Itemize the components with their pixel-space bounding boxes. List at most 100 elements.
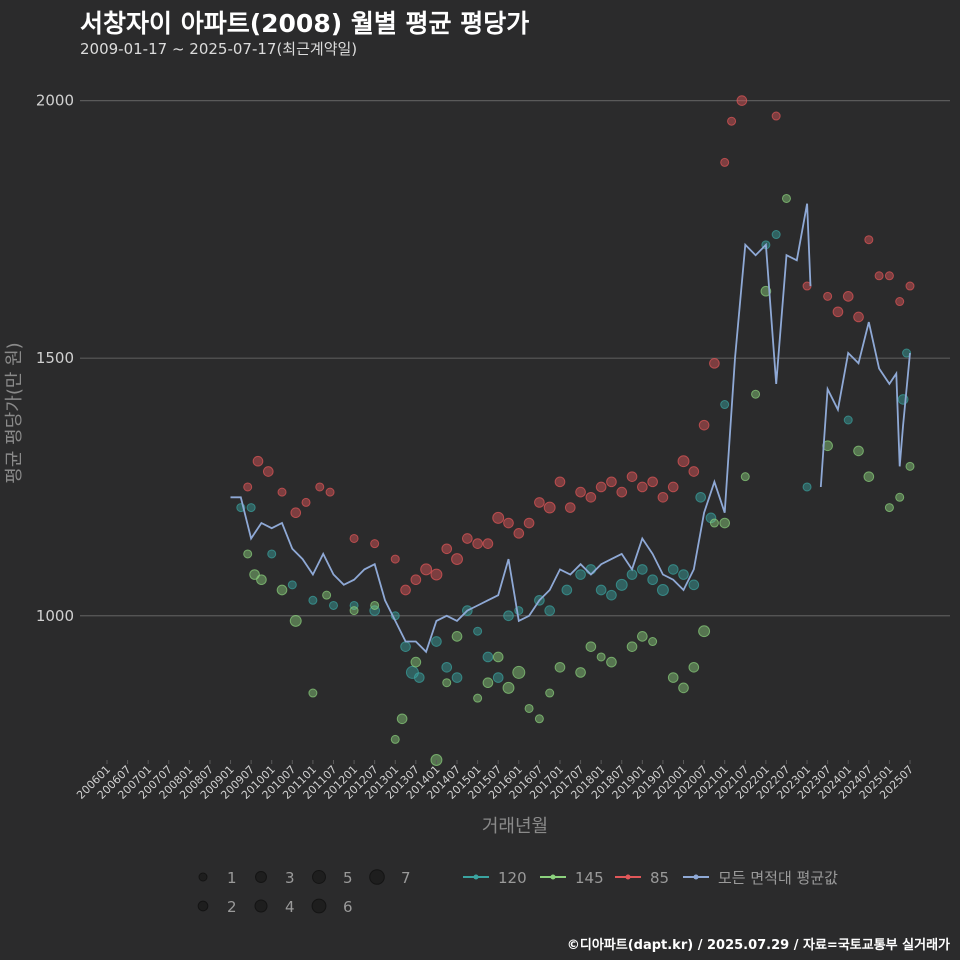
scatter-point xyxy=(370,539,380,549)
scatter-point xyxy=(315,482,325,492)
scatter-point xyxy=(349,606,359,616)
scatter-point xyxy=(410,656,422,668)
size-legend-symbol xyxy=(312,870,326,884)
scatter-point xyxy=(267,549,277,559)
scatter-point xyxy=(322,590,332,600)
avg-line xyxy=(230,203,812,654)
scatter-point xyxy=(246,503,256,513)
scatter-point xyxy=(606,589,617,601)
scatter-point xyxy=(308,688,318,698)
scatter-point xyxy=(390,734,400,744)
scatter-point xyxy=(431,636,442,647)
scatter-point xyxy=(677,455,690,468)
scatter-point xyxy=(842,291,854,302)
scatter-point xyxy=(472,538,483,549)
scatter-point xyxy=(451,672,463,683)
legend-dot-avg xyxy=(693,874,699,880)
scatter-point xyxy=(895,297,905,307)
scatter-point xyxy=(740,472,750,482)
legend-dot-s145 xyxy=(550,874,556,880)
scatter-point xyxy=(561,584,573,596)
size-legend-symbol xyxy=(369,869,385,885)
series-85 xyxy=(243,95,915,596)
scatter-point xyxy=(369,605,380,616)
scatter-point xyxy=(276,584,288,596)
scatter-point xyxy=(554,476,566,488)
scatter-point xyxy=(400,641,411,652)
scatter-point xyxy=(289,614,302,627)
series-layer xyxy=(236,95,915,766)
scatter-point xyxy=(420,563,433,576)
y-tick-label: 1500 xyxy=(36,349,74,367)
scatter-point xyxy=(647,574,658,586)
scatter-point xyxy=(585,491,597,503)
scatter-point xyxy=(543,501,556,514)
scatter-point xyxy=(554,661,566,673)
scatter-point xyxy=(736,95,748,106)
scatter-point xyxy=(596,652,606,662)
scatter-point xyxy=(441,543,453,555)
size-legend-symbol xyxy=(254,899,268,913)
scatter-point xyxy=(771,111,781,121)
scatter-point xyxy=(905,281,915,291)
scatter-point xyxy=(637,564,648,575)
scatter-point xyxy=(648,637,658,647)
scatter-point xyxy=(482,677,494,689)
size-legend-symbol xyxy=(311,898,327,914)
legend-dot-s120 xyxy=(473,874,479,880)
avg-line-layer xyxy=(230,203,911,654)
scatter-point xyxy=(688,579,700,591)
scatter-point xyxy=(657,491,669,503)
size-legend-symbol xyxy=(197,900,209,912)
scatter-point xyxy=(720,400,730,410)
scatter-point xyxy=(544,605,556,616)
scatter-point xyxy=(575,486,586,498)
scatter-point xyxy=(523,517,535,529)
scatter-point xyxy=(442,678,452,688)
size-legend-label: 6 xyxy=(343,898,353,916)
scatter-point xyxy=(492,511,505,524)
x-axis-label: 거래년월 xyxy=(482,816,548,837)
scatter-point xyxy=(430,568,443,581)
size-legend-symbol xyxy=(255,871,267,883)
scatter-point xyxy=(492,651,504,663)
scatter-point xyxy=(626,471,638,482)
scatter-point xyxy=(709,518,719,528)
scatter-point xyxy=(688,661,700,673)
scatter-point xyxy=(256,574,267,586)
scatter-point xyxy=(243,549,253,559)
scatter-point xyxy=(503,610,514,622)
scatter-point xyxy=(308,595,318,605)
scatter-point xyxy=(503,517,514,529)
scatter-point xyxy=(719,517,731,529)
size-legend-label: 2 xyxy=(227,898,237,916)
scatter-point xyxy=(534,497,545,508)
scatter-point xyxy=(482,538,494,549)
legend-label-s120: 120 xyxy=(498,869,527,887)
scatter-point xyxy=(301,497,311,507)
scatter-point xyxy=(853,445,864,457)
series-120 xyxy=(236,230,912,683)
scatter-point xyxy=(626,641,638,652)
scatter-point xyxy=(325,487,335,497)
scatter-point xyxy=(616,486,628,498)
legend-label-s85: 85 xyxy=(650,869,669,887)
y-tick-label: 2000 xyxy=(36,92,74,110)
series-145 xyxy=(243,193,915,766)
scatter-point xyxy=(864,235,874,245)
scatter-point xyxy=(698,419,710,431)
scatter-point xyxy=(243,482,253,492)
scatter-point xyxy=(606,476,617,488)
size-legend-symbol xyxy=(198,872,208,882)
scatter-point xyxy=(606,656,617,668)
source-credit: ©디아파트(dapt.kr) / 2025.07.29 / 자료=국토교통부 실… xyxy=(566,938,950,953)
scatter-point xyxy=(595,481,607,493)
y-axis-label: 평균 평당가(만 원) xyxy=(4,342,25,483)
legend-label-avg: 모든 면적대 평균값 xyxy=(718,869,838,887)
scatter-point xyxy=(277,487,287,497)
scatter-point xyxy=(262,466,274,477)
scatter-point xyxy=(492,672,504,683)
scatter-point xyxy=(667,564,679,575)
scatter-point xyxy=(637,481,648,493)
scatter-point xyxy=(575,569,586,580)
